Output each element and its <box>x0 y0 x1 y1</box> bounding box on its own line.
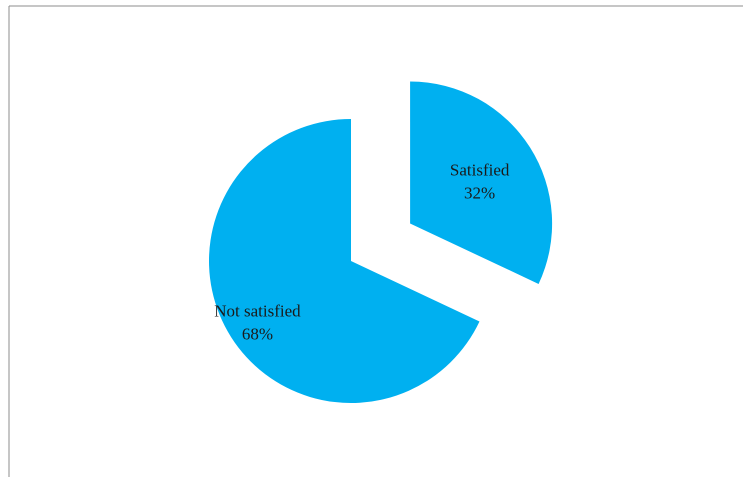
pie-slice-satisfied[interactable] <box>410 81 553 284</box>
pie-slice-not-satisfied[interactable] <box>208 119 480 403</box>
slice-label-not-satisfied-percent: 68% <box>242 324 273 343</box>
slice-label-not-satisfied-name: Not satisfied <box>214 301 301 320</box>
slice-label-satisfied-name: Satisfied <box>450 160 510 179</box>
slice-label-satisfied-percent: 32% <box>464 183 495 202</box>
